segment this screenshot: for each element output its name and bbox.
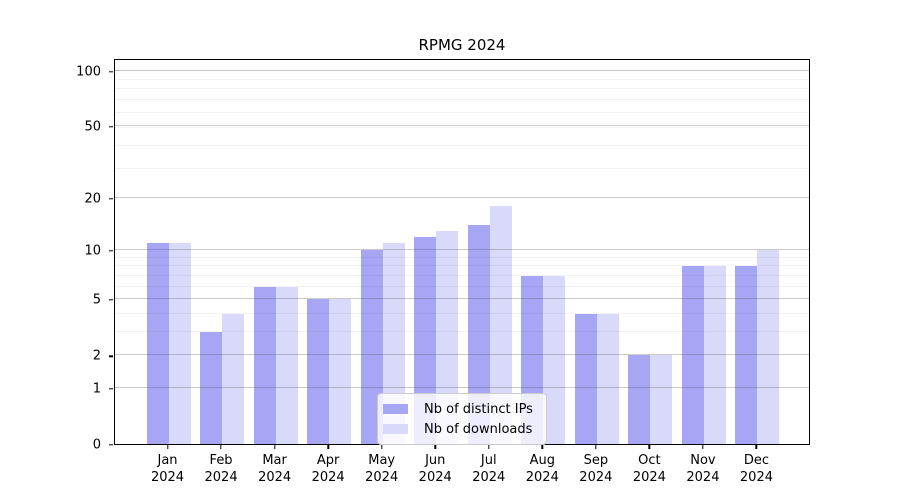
minor-gridline: [115, 126, 809, 128]
y-tick-mark: [109, 197, 113, 200]
x-tick-label: Apr 2024: [311, 453, 345, 485]
minor-gridline: [115, 312, 809, 314]
bar-distinct-ips: [735, 266, 758, 444]
bar-downloads: [596, 313, 619, 444]
x-tick-label: Mar 2024: [258, 453, 292, 485]
bar-distinct-ips: [146, 242, 169, 444]
y-tick-mark: [109, 299, 113, 301]
y-tick-mark: [109, 70, 113, 73]
bar-downloads: [543, 275, 566, 444]
legend: Nb of distinct IPs Nb of downloads: [377, 393, 547, 445]
minor-gridline: [115, 330, 809, 332]
x-tick-mark: [434, 445, 436, 449]
minor-gridline: [115, 274, 809, 276]
x-tick-label: Jul 2024: [472, 453, 506, 485]
x-tick-label: Nov 2024: [686, 453, 720, 485]
x-tick-mark: [380, 445, 383, 449]
bar-downloads: [436, 230, 459, 444]
major-gridline: [115, 386, 809, 388]
y-tick-label: 5: [92, 292, 101, 308]
major-gridline: [115, 298, 809, 299]
minor-gridline: [115, 99, 809, 101]
bar-downloads: [329, 299, 352, 444]
bar-downloads: [703, 266, 726, 444]
x-tick-label: Jan 2024: [150, 453, 185, 485]
y-tick-mark: [109, 250, 113, 252]
x-tick-mark: [488, 445, 490, 449]
bar-downloads: [168, 242, 191, 444]
bar-distinct-ips: [253, 286, 276, 444]
x-tick-label: Sep 2024: [579, 453, 613, 485]
y-tick-mark: [109, 444, 113, 446]
bar-downloads: [489, 205, 512, 444]
minor-gridline: [115, 256, 809, 258]
y-tick-label: 10: [84, 243, 101, 259]
major-gridline: [115, 249, 809, 250]
major-gridline: [115, 196, 809, 198]
x-tick-mark: [702, 445, 704, 449]
legend-swatch-downloads: [383, 424, 408, 434]
x-tick-label: Aug 2024: [525, 453, 559, 485]
x-tick-mark: [648, 445, 651, 449]
x-tick-mark: [166, 445, 169, 449]
y-tick-mark: [109, 388, 113, 390]
minor-gridline: [115, 111, 809, 113]
bar-downloads: [275, 286, 298, 444]
x-tick-mark: [595, 445, 597, 449]
bar-downloads: [650, 355, 673, 444]
major-gridline: [115, 354, 809, 356]
bar-distinct-ips: [681, 266, 704, 444]
legend-swatch-distinct-ips: [383, 404, 408, 414]
minor-gridline: [115, 88, 809, 90]
x-tick-mark: [327, 445, 329, 449]
x-tick-label: May 2024: [365, 453, 399, 485]
major-gridline: [115, 69, 809, 71]
x-tick-label: Feb 2024: [204, 453, 238, 485]
bar-downloads: [222, 313, 245, 444]
bar-distinct-ips: [628, 355, 651, 444]
y-tick-label: 2: [92, 348, 101, 364]
legend-label: Nb of distinct IPs: [424, 401, 533, 417]
bar-distinct-ips: [307, 299, 330, 444]
x-tick-label: Jun 2024: [418, 453, 452, 485]
bar-distinct-ips: [467, 224, 490, 444]
y-tick-label: 100: [76, 64, 101, 80]
x-tick-mark: [220, 445, 222, 449]
minor-gridline: [115, 265, 809, 267]
y-tick-label: 1: [92, 381, 101, 397]
legend-entry: Nb of distinct IPs: [383, 399, 538, 419]
grid-layer: [115, 60, 809, 444]
x-tick-mark: [755, 445, 758, 449]
x-tick-mark: [273, 445, 276, 449]
minor-gridline: [115, 78, 809, 80]
y-tick-mark: [109, 355, 113, 357]
y-tick-label: 50: [84, 119, 101, 135]
minor-gridline: [115, 144, 809, 146]
minor-gridline: [115, 70, 809, 72]
chart-title: RPMG 2024: [418, 36, 506, 54]
legend-entry: Nb of downloads: [383, 419, 538, 439]
bar-downloads: [757, 250, 780, 444]
bar-distinct-ips: [414, 236, 437, 444]
x-tick-label: Oct 2024: [632, 453, 666, 485]
major-gridline: [115, 124, 809, 126]
y-tick-mark: [109, 126, 113, 128]
bar-distinct-ips: [200, 331, 223, 444]
x-tick-label: Dec 2024: [739, 453, 773, 485]
minor-gridline: [115, 167, 809, 169]
y-tick-label: 0: [92, 437, 101, 453]
minor-gridline: [115, 285, 809, 287]
plot-area: [114, 59, 810, 445]
x-tick-mark: [541, 445, 543, 449]
legend-label: Nb of downloads: [424, 421, 533, 437]
bar-distinct-ips: [574, 313, 597, 444]
y-tick-label: 20: [84, 191, 101, 207]
